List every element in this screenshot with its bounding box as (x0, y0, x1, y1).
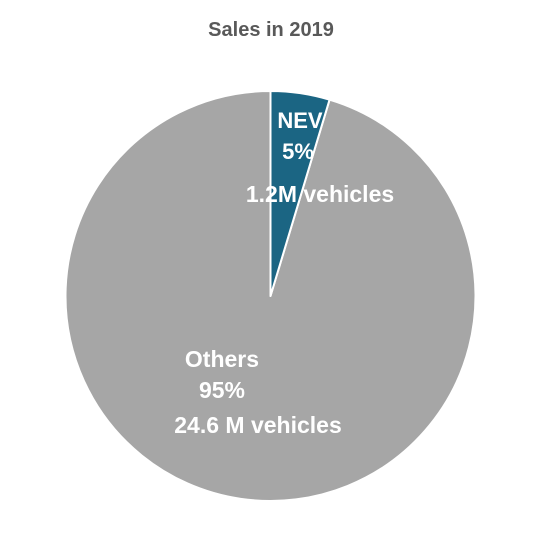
nev-name-label: NEV (277, 108, 323, 133)
pie-slice-nev (269, 90, 331, 297)
nev-percent-label: 5% (282, 139, 314, 164)
others-percent-label: 95% (199, 377, 245, 403)
others-volume-label: 24.6 M vehicles (174, 412, 342, 438)
label-nev: NEV 5% 1.2M vehicles (246, 108, 394, 207)
nev-volume-label: 1.2M vehicles (246, 181, 394, 207)
others-name-label: Others (185, 346, 259, 372)
label-others: Others 95% 24.6 M vehicles (174, 346, 342, 438)
pie-slices (64, 90, 477, 502)
chart-title: Sales in 2019 (208, 19, 334, 41)
